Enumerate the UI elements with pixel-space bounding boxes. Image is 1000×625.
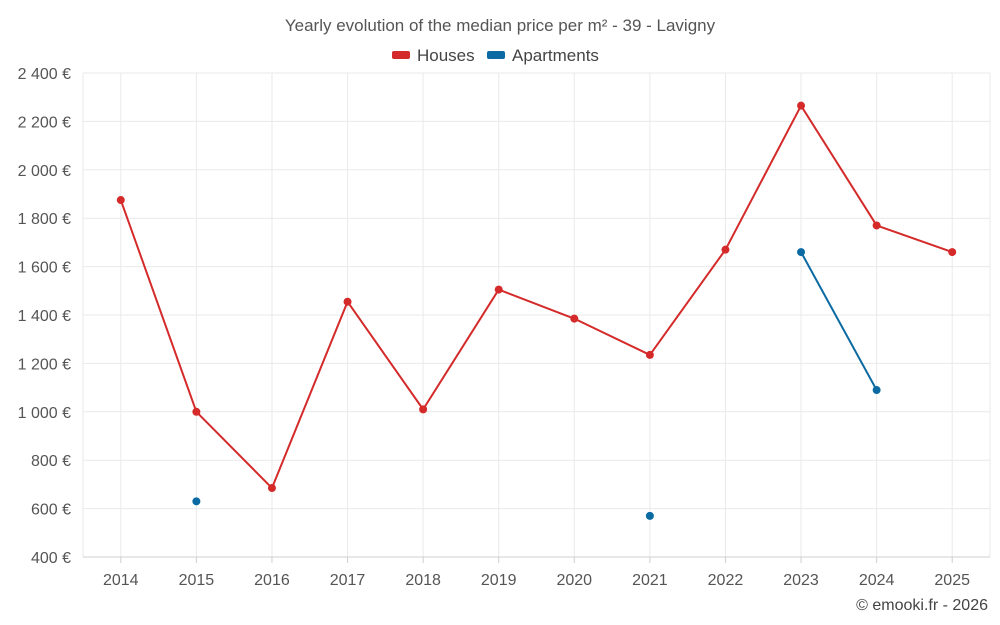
y-tick-label: 1 600 € (18, 260, 71, 277)
apartments-point-2024[interactable] (872, 386, 881, 395)
y-tick-label: 2 400 € (18, 66, 71, 83)
x-tick-label: 2022 (708, 572, 744, 589)
houses-point-2020[interactable] (570, 314, 579, 323)
houses-point-2023[interactable] (797, 101, 806, 110)
y-tick-label: 1 800 € (18, 211, 71, 228)
series (116, 101, 957, 520)
axes: 400 € 600 € 800 € 1 000 € 1 200 € 1 400 € 1 60… (18, 66, 990, 589)
houses-point-2017[interactable] (343, 297, 352, 306)
houses-line-segment (573, 317, 651, 356)
x-tick-label: 2023 (783, 572, 819, 589)
houses-point-2025[interactable] (948, 248, 957, 257)
grid (82, 72, 991, 557)
houses-line-segment (497, 288, 576, 320)
x-tick-label: 2016 (254, 572, 290, 589)
houses-line-segment (648, 248, 727, 356)
x-tick-label: 2015 (179, 572, 215, 589)
houses-line-segment (875, 224, 954, 254)
x-tick-label: 2020 (556, 572, 592, 589)
y-tick-label: 600 € (31, 502, 71, 519)
apartments-point-2015[interactable] (192, 497, 201, 506)
x-tick-label: 2025 (934, 572, 970, 589)
x-tick-label: 2018 (405, 572, 441, 589)
y-tick-label: 2 200 € (18, 114, 71, 131)
y-tick-label: 1 200 € (18, 356, 71, 373)
houses-point-2016[interactable] (267, 484, 276, 493)
credit-text: © emooki.fr - 2026 (856, 597, 988, 614)
houses-line-segment (270, 300, 349, 490)
houses-point-2022[interactable] (721, 245, 730, 254)
x-tick-label: 2014 (103, 572, 139, 589)
houses-point-2021[interactable] (645, 350, 654, 359)
legend: Houses Apartments (392, 46, 599, 65)
legend-item-apartments[interactable]: Apartments (487, 46, 599, 65)
legend-swatch-apartments (487, 51, 505, 59)
houses-line-segment (724, 104, 803, 251)
houses-point-2014[interactable] (116, 196, 125, 205)
houses-line-segment (800, 104, 878, 227)
y-tick-label: 400 € (31, 550, 71, 567)
apartments-line-segment (800, 251, 878, 392)
houses-point-2024[interactable] (872, 221, 881, 230)
houses-line-segment (422, 288, 500, 411)
y-tick-label: 1 000 € (18, 405, 71, 422)
legend-label-apartments: Apartments (512, 46, 599, 65)
y-tick-label: 800 € (31, 453, 71, 470)
x-tick-label: 2021 (632, 572, 668, 589)
houses-point-2015[interactable] (192, 407, 201, 416)
series-houses (116, 101, 957, 493)
apartments-point-2023[interactable] (797, 248, 806, 257)
x-tick-label: 2019 (481, 572, 517, 589)
legend-label-houses: Houses (417, 46, 475, 65)
y-tick-label: 1 400 € (18, 308, 71, 325)
houses-line-segment (346, 300, 425, 411)
houses-line-segment (195, 410, 273, 490)
x-tick-label: 2024 (859, 572, 895, 589)
legend-item-houses[interactable]: Houses (392, 46, 475, 65)
houses-line-segment (119, 199, 198, 413)
legend-swatch-houses (392, 51, 410, 59)
houses-point-2019[interactable] (494, 285, 503, 294)
x-tick-label: 2017 (330, 572, 366, 589)
y-tick-label: 2 000 € (18, 163, 71, 180)
chart-title: Yearly evolution of the median price per… (285, 16, 716, 35)
series-apartments (192, 248, 881, 520)
apartments-point-2021[interactable] (645, 511, 654, 520)
houses-point-2018[interactable] (419, 405, 428, 414)
